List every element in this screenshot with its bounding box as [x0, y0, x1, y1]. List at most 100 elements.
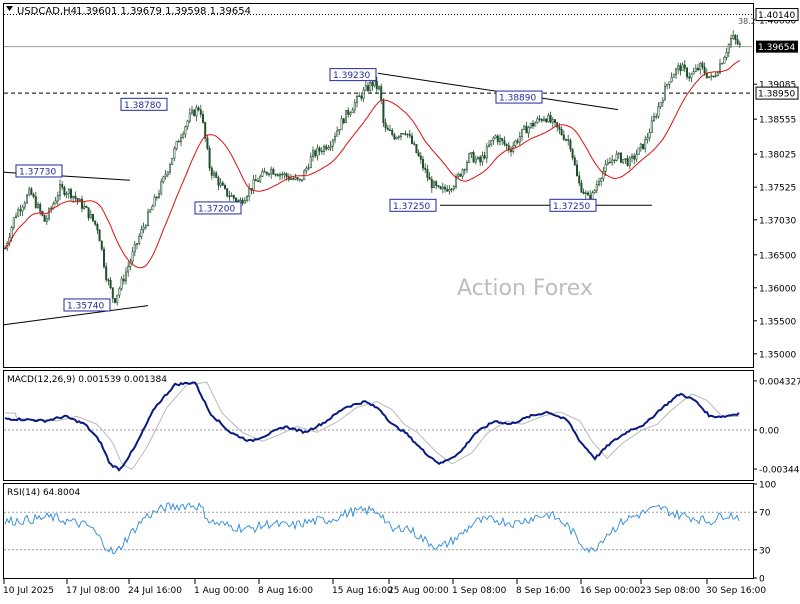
candle-body: [219, 182, 222, 186]
macd-panel-frame: [3, 370, 754, 481]
candle-body: [340, 118, 343, 130]
candle-body: [688, 76, 691, 79]
candle-body: [622, 159, 625, 163]
candle-body: [474, 158, 477, 163]
candle-body: [274, 173, 277, 176]
candle-body: [626, 158, 629, 166]
candle-body: [595, 184, 598, 191]
time-tick-label: 23 Sep 08:00: [640, 586, 700, 596]
candle-body: [114, 298, 117, 303]
candle-body: [677, 65, 680, 70]
candle-body: [534, 122, 537, 127]
candle-body: [213, 172, 216, 176]
candle-body: [606, 162, 609, 165]
candle-body: [360, 95, 363, 99]
candle-body: [604, 163, 607, 172]
candle-body: [336, 130, 339, 137]
candle-body: [470, 152, 473, 155]
candle-body: [391, 130, 394, 135]
candle-body: [399, 133, 402, 137]
candle-body: [430, 179, 433, 189]
candle-body: [386, 127, 389, 131]
level-price-box: [755, 86, 799, 100]
candle-body: [140, 229, 143, 237]
price-tick-label: 1.36000: [759, 284, 796, 294]
candle-body: [549, 115, 552, 123]
candle-body: [518, 136, 521, 143]
candle-body: [657, 106, 660, 117]
candle-body: [545, 118, 548, 123]
candle-body: [292, 178, 295, 180]
candle-body: [668, 81, 671, 85]
dropdown-icon[interactable]: [6, 6, 13, 11]
candle-body: [729, 38, 732, 45]
time-tick-label: 15 Aug 16:00: [332, 586, 393, 596]
candle-body: [276, 174, 279, 177]
candle-body: [558, 126, 561, 130]
candle-body: [83, 205, 86, 209]
candle-body: [87, 207, 90, 219]
candle-body: [551, 119, 554, 123]
candle-body: [613, 159, 616, 161]
price-tick-label-partial: 1.40060: [759, 16, 796, 26]
candle-body: [468, 153, 471, 163]
candle-body: [267, 173, 270, 176]
candle-body: [270, 168, 273, 175]
candle-body: [452, 186, 455, 190]
candle-body: [164, 174, 167, 178]
candle-body: [151, 205, 154, 211]
candle-body: [476, 156, 479, 160]
swing-price-label-box: [495, 90, 543, 104]
candle-body: [707, 76, 710, 78]
candle-body: [714, 75, 717, 77]
candle-body: [692, 71, 695, 75]
candle-body: [147, 211, 150, 227]
candle-body: [377, 86, 380, 90]
candle-body: [47, 208, 50, 219]
candle-body: [19, 209, 22, 212]
trendline: [3, 305, 149, 326]
candle-body: [169, 164, 172, 173]
candle-body: [380, 86, 383, 101]
candle-body: [111, 287, 114, 299]
candle-body: [254, 179, 257, 182]
candle-body: [228, 195, 231, 198]
candle-body: [237, 199, 240, 202]
candle-body: [448, 188, 451, 192]
candle-body: [118, 288, 121, 296]
candle-body: [96, 223, 99, 231]
candle-body: [531, 122, 534, 127]
candle-body: [131, 251, 134, 262]
candle-body: [122, 278, 125, 282]
candle-body: [263, 171, 266, 173]
price-panel-frame: [3, 3, 754, 368]
candle-body: [703, 66, 706, 74]
price-tick-label: 1.36500: [759, 251, 796, 261]
candle-body: [712, 75, 715, 78]
candle-body: [39, 204, 42, 212]
candle-body: [23, 202, 26, 208]
time-tick-label: 8 Sep 16:00: [516, 586, 571, 596]
candle-body: [663, 85, 666, 101]
candle-body: [109, 280, 112, 289]
candle-body: [644, 139, 647, 150]
candle-body: [241, 199, 244, 204]
candle-body: [232, 195, 235, 199]
price-tick-label: 1.37525: [759, 184, 796, 194]
candle-body: [701, 62, 704, 68]
candle-body: [641, 143, 644, 150]
candle-body: [685, 67, 688, 78]
candle-body: [450, 188, 453, 191]
candle-body: [637, 147, 640, 155]
candle-body: [15, 215, 18, 219]
candle-body: [197, 107, 200, 111]
candle-body: [646, 137, 649, 140]
candle-body: [681, 64, 684, 72]
candle-body: [54, 200, 57, 205]
candle-body: [248, 187, 251, 197]
candle-body: [485, 146, 488, 159]
candle-body: [553, 119, 556, 123]
candle-body: [404, 133, 407, 135]
candle-body: [342, 118, 345, 124]
candle-body: [527, 126, 530, 134]
